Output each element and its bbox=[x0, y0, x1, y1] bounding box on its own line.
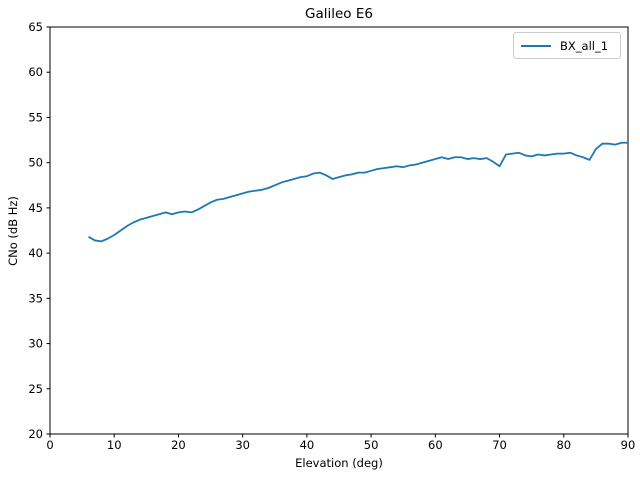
y-tick-label: 20 bbox=[28, 427, 43, 441]
y-tick-label: 35 bbox=[28, 291, 43, 305]
x-tick-label: 40 bbox=[300, 438, 315, 452]
plot-spines bbox=[49, 26, 629, 435]
y-tick-label: 60 bbox=[28, 65, 43, 79]
y-tick-label: 65 bbox=[28, 20, 43, 34]
x-tick-label: 70 bbox=[492, 438, 507, 452]
y-tick-label: 55 bbox=[28, 110, 43, 124]
legend-label: BX_all_1 bbox=[560, 38, 609, 53]
legend: BX_all_1 bbox=[513, 32, 621, 59]
x-tick-label: 20 bbox=[171, 438, 186, 452]
x-tick-label: 90 bbox=[621, 438, 636, 452]
x-axis-label: Elevation (deg) bbox=[295, 456, 383, 470]
legend-line-sample bbox=[521, 44, 551, 47]
series-line-BX_all_1 bbox=[88, 141, 628, 243]
y-tick-label: 30 bbox=[28, 337, 43, 351]
x-tick-label: 10 bbox=[107, 438, 122, 452]
x-tick-label: 0 bbox=[46, 438, 53, 452]
chart-title: Galileo E6 bbox=[305, 6, 373, 22]
y-tick-label: 50 bbox=[28, 156, 43, 170]
x-tick-label: 80 bbox=[556, 438, 571, 452]
x-tick-label: 60 bbox=[428, 438, 443, 452]
x-tick-label: 30 bbox=[235, 438, 250, 452]
y-tick-label: 45 bbox=[28, 201, 43, 215]
x-tick-label: 50 bbox=[364, 438, 379, 452]
y-tick-label: 25 bbox=[28, 382, 43, 396]
y-tick-label: 40 bbox=[28, 246, 43, 260]
y-axis-label: CNo (dB Hz) bbox=[6, 196, 20, 266]
